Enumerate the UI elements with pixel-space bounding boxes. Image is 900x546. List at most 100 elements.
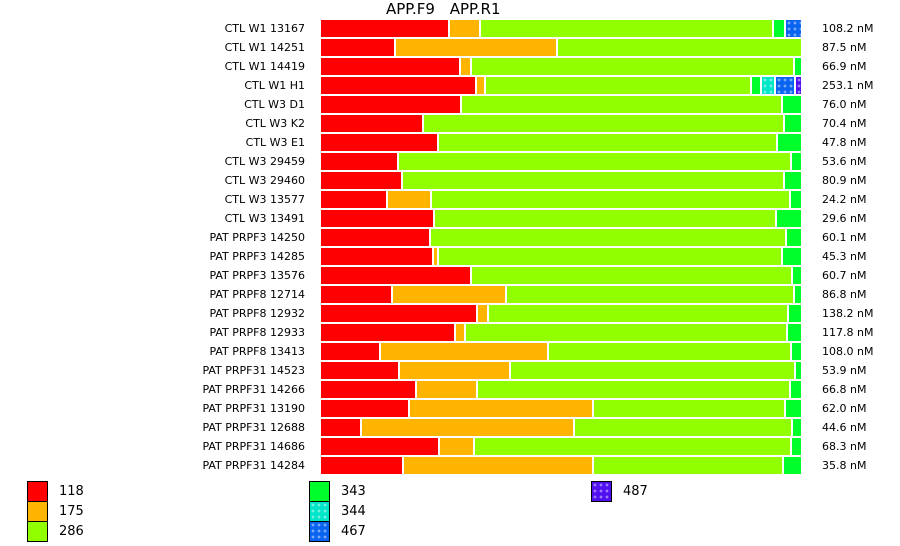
- bar-segment-286: [489, 305, 789, 322]
- stacked-bar: [321, 20, 803, 37]
- total-label: 76.0 nM: [822, 98, 867, 111]
- bar-segment-343: [783, 457, 803, 474]
- total-label: 80.9 nM: [822, 174, 867, 187]
- bar-segment-118: [321, 324, 457, 341]
- category-label: PAT PRPF8 12933: [209, 326, 305, 339]
- total-label: 24.2 nM: [822, 193, 867, 206]
- stacked-bar: [321, 134, 803, 151]
- legend-item: 343: [309, 481, 366, 502]
- total-label: 253.1 nM: [822, 79, 874, 92]
- total-label: 108.0 nM: [822, 345, 874, 358]
- bar-segment-343: [788, 324, 803, 341]
- bar-segment-343: [786, 400, 803, 417]
- legend-swatch: [309, 481, 330, 502]
- legend-label: 487: [623, 484, 648, 499]
- bar-segment-175: [381, 343, 550, 360]
- total-label: 138.2 nM: [822, 307, 874, 320]
- stacked-bar: [321, 153, 803, 170]
- bar-segment-286: [472, 267, 793, 284]
- bar-segment-175: [396, 39, 558, 56]
- stacked-bar: [321, 77, 803, 94]
- bar-segment-286: [431, 229, 788, 246]
- bar-segment-118: [321, 172, 404, 189]
- stacked-bar: [321, 58, 803, 75]
- category-label: CTL W3 E1: [245, 136, 305, 149]
- category-label: PAT PRPF31 12688: [202, 421, 305, 434]
- legend-item: 467: [309, 521, 366, 542]
- bar-segment-118: [321, 115, 425, 132]
- total-label: 60.1 nM: [822, 231, 867, 244]
- total-label: 117.8 nM: [822, 326, 874, 339]
- bar-segment-343: [792, 267, 803, 284]
- bar-segment-343: [785, 172, 803, 189]
- category-label: PAT PRPF8 13413: [209, 345, 305, 358]
- bar-segment-286: [472, 58, 795, 75]
- total-label: 47.8 nM: [822, 136, 867, 149]
- category-label: PAT PRPF8 12714: [209, 288, 305, 301]
- bar-segment-343: [782, 248, 803, 265]
- bar-segment-343: [795, 362, 803, 379]
- bar-segment-118: [321, 362, 401, 379]
- bar-segment-118: [321, 343, 382, 360]
- legend-label: 286: [59, 524, 84, 539]
- legend-item: 286: [27, 521, 84, 542]
- bar-segment-343: [776, 210, 803, 227]
- bar-segment-118: [321, 286, 394, 303]
- bar-segment-175: [461, 58, 473, 75]
- total-label: 60.7 nM: [822, 269, 867, 282]
- stacked-bar: [321, 438, 803, 455]
- bar-segment-343: [782, 96, 803, 113]
- bar-segment-118: [321, 77, 477, 94]
- bar-segment-286: [507, 286, 795, 303]
- stacked-bar: [321, 362, 803, 379]
- bar-segment-175: [440, 438, 476, 455]
- stacked-bar: [321, 210, 803, 227]
- bar-segment-175: [456, 324, 467, 341]
- bar-segment-286: [439, 134, 778, 151]
- total-label: 70.4 nM: [822, 117, 867, 130]
- total-label: 35.8 nM: [822, 459, 867, 472]
- bar-segment-175: [410, 400, 594, 417]
- category-label: PAT PRPF31 14686: [202, 440, 305, 453]
- legend-swatch: [591, 481, 612, 502]
- bar-segment-118: [321, 267, 473, 284]
- legend-item: 118: [27, 481, 84, 502]
- category-label: CTL W1 H1: [244, 79, 305, 92]
- stacked-bar: [321, 343, 803, 360]
- stacked-bar: [321, 305, 803, 322]
- category-label: PAT PRPF31 14266: [202, 383, 305, 396]
- bar-segment-118: [321, 248, 435, 265]
- category-label: CTL W1 14251: [224, 41, 305, 54]
- stacked-bar: [321, 248, 803, 265]
- bar-segment-118: [321, 457, 405, 474]
- category-label: CTL W3 D1: [244, 98, 305, 111]
- category-label: PAT PRPF31 14284: [202, 459, 305, 472]
- bar-segment-467: [786, 20, 803, 37]
- title-part-1: APP.F9: [386, 0, 435, 18]
- bar-segment-286: [403, 172, 786, 189]
- title-part-2: APP.R1: [449, 0, 501, 18]
- bar-segment-118: [321, 39, 397, 56]
- bar-segment-286: [549, 343, 792, 360]
- bar-segment-286: [486, 77, 753, 94]
- category-label: CTL W3 13491: [224, 212, 305, 225]
- bar-segment-118: [321, 153, 400, 170]
- stacked-bar: [321, 324, 803, 341]
- bar-segment-343: [789, 305, 803, 322]
- bar-segment-118: [321, 400, 411, 417]
- total-label: 68.3 nM: [822, 440, 867, 453]
- bar-segment-286: [439, 248, 783, 265]
- legend-label: 118: [59, 484, 84, 499]
- category-label: PAT PRPF31 13190: [202, 402, 305, 415]
- bar-segment-286: [399, 153, 792, 170]
- total-label: 87.5 nM: [822, 41, 867, 54]
- stacked-bar: [321, 400, 803, 417]
- total-label: 45.3 nM: [822, 250, 867, 263]
- bar-segment-286: [557, 39, 803, 56]
- bar-segment-175: [434, 248, 440, 265]
- bar-segment-118: [321, 305, 479, 322]
- bar-segment-343: [785, 115, 803, 132]
- bar-segment-286: [475, 438, 792, 455]
- category-label: CTL W3 29460: [224, 174, 305, 187]
